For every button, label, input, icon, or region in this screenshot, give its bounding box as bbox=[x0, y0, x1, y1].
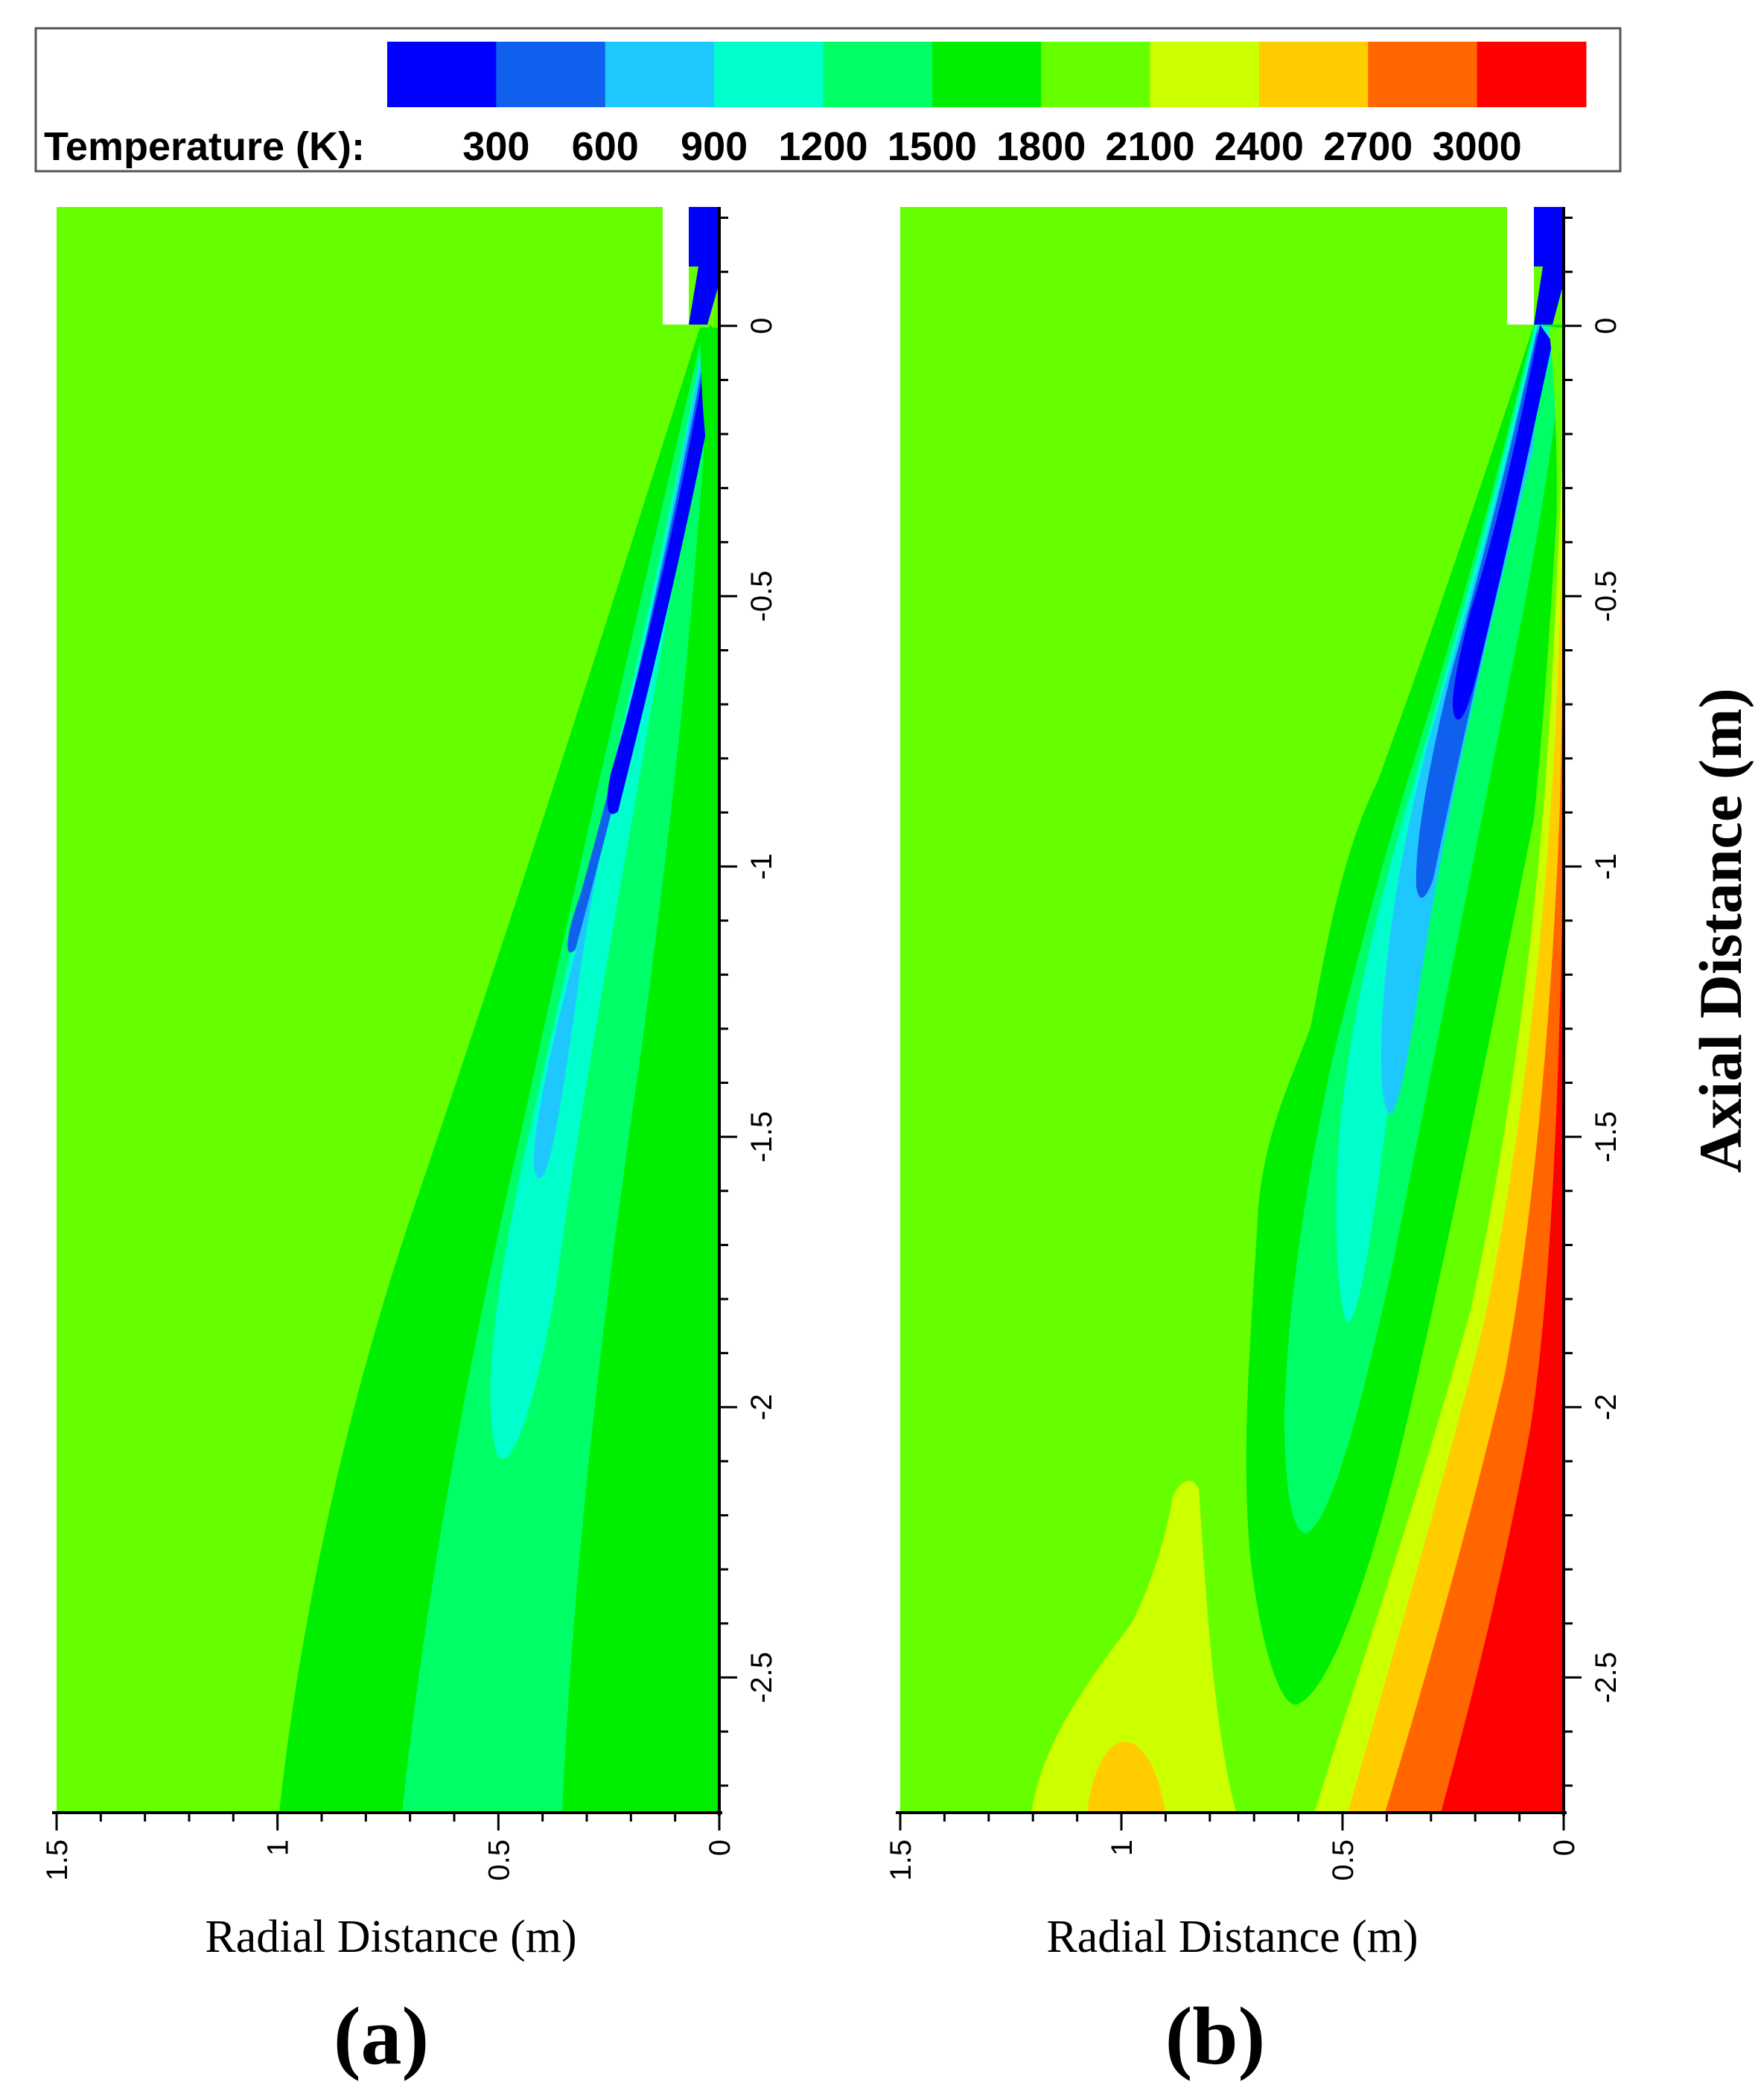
legend-tick-label: 1800 bbox=[996, 124, 1086, 169]
contour-field-b bbox=[900, 207, 1564, 1813]
legend-tick-label: 600 bbox=[572, 124, 639, 169]
contour-level-300-b bbox=[1453, 325, 1553, 720]
y-tick-label: -0.5 bbox=[1590, 570, 1623, 622]
legend-swatch bbox=[1150, 42, 1260, 107]
legend-tick-label: 300 bbox=[462, 124, 529, 169]
legend-swatch bbox=[1368, 42, 1478, 107]
legend-tick-label: 2100 bbox=[1105, 124, 1194, 169]
panel-a: 1.5 1 0.5 0 0 -0.5 -1 -1.5 -2 -2.5 Radial Distanc… bbox=[41, 207, 778, 2081]
legend-swatch bbox=[1477, 42, 1587, 107]
y-tick-label: -1 bbox=[745, 853, 778, 880]
y-tick-label: 0 bbox=[1590, 318, 1623, 334]
contour-level-300-a bbox=[607, 325, 715, 814]
y-tick-label: -1 bbox=[1590, 853, 1623, 880]
x-tick-label: 0 bbox=[1548, 1839, 1581, 1856]
x-axis-label-a: Radial Distance (m) bbox=[205, 1912, 576, 1962]
y-tick-label: -2 bbox=[745, 1394, 778, 1421]
legend-tick-label: 2400 bbox=[1214, 124, 1304, 169]
x-tick-label: 0.5 bbox=[483, 1839, 515, 1881]
contour-level-1800-a bbox=[279, 328, 719, 1813]
y-tick-label: -0.5 bbox=[745, 570, 778, 622]
contour-level-2700-b-left bbox=[1087, 1741, 1165, 1813]
y-tick-label: -2.5 bbox=[1590, 1652, 1623, 1703]
x-tick-label: 0.5 bbox=[1327, 1839, 1360, 1881]
legend-colorbar bbox=[387, 42, 1587, 107]
legend-swatch bbox=[714, 42, 824, 107]
x-axis-label-b: Radial Distance (m) bbox=[1046, 1912, 1418, 1962]
injector-nozzle-a bbox=[689, 267, 719, 325]
legend-swatch bbox=[387, 42, 497, 107]
x-tick-label: 1.5 bbox=[885, 1839, 917, 1881]
legend-tick-label: 1500 bbox=[888, 124, 977, 169]
x-tick-label: 0 bbox=[704, 1839, 736, 1856]
y-tick-label: -1.5 bbox=[1590, 1111, 1623, 1163]
y-tick-label: 0 bbox=[745, 318, 778, 334]
x-tick-label: 1 bbox=[262, 1839, 295, 1856]
y-tick-label: -2.5 bbox=[745, 1652, 778, 1703]
legend-swatch bbox=[496, 42, 606, 107]
y-tick-label: -2 bbox=[1590, 1394, 1623, 1421]
contour-level-900-a bbox=[534, 325, 707, 1178]
y-axis-label: Axial Distance (m) bbox=[1687, 688, 1754, 1172]
legend-swatch bbox=[1258, 42, 1369, 107]
injector-nozzle-b bbox=[1534, 267, 1564, 325]
contour-level-2400-b bbox=[1031, 1481, 1236, 1813]
contour-field-a bbox=[57, 207, 719, 1813]
injector-a bbox=[689, 207, 719, 267]
legend-swatch bbox=[605, 42, 715, 107]
contour-level-max-b-wall bbox=[1441, 819, 1564, 1813]
panel-label-b: (b) bbox=[1165, 1991, 1265, 2081]
panel-b: 1.5 1 0.5 0 0 -0.5 -1 -1.5 -2 -2.5 Radial Distanc… bbox=[885, 207, 1754, 2081]
axes-b: 1.5 1 0.5 0 0 -0.5 -1 -1.5 -2 -2.5 bbox=[885, 207, 1623, 1881]
legend-tick-label: 1200 bbox=[778, 124, 867, 169]
legend-swatch bbox=[932, 42, 1042, 107]
legend-tick-label: 900 bbox=[681, 124, 748, 169]
contour-level-600-a bbox=[567, 325, 710, 953]
legend-title: Temperature (K): bbox=[44, 124, 365, 169]
legend: Temperature (K): 300 600 900 1200 1500 1800 21… bbox=[34, 27, 1622, 173]
legend-tick-labels: 300 600 900 1200 1500 1800 2100 2400 2700 3000 bbox=[462, 124, 1521, 169]
legend-tick-label: 2700 bbox=[1323, 124, 1413, 169]
axes-a: 1.5 1 0.5 0 0 -0.5 -1 -1.5 -2 -2.5 bbox=[41, 207, 778, 1881]
y-tick-label: -1.5 bbox=[745, 1111, 778, 1163]
legend-swatch bbox=[823, 42, 933, 107]
x-tick-label: 1.5 bbox=[41, 1839, 74, 1881]
legend-swatch bbox=[1041, 42, 1151, 107]
panel-label-a: (a) bbox=[334, 1991, 429, 2081]
legend-tick-label: 3000 bbox=[1433, 124, 1522, 169]
contour-level-1800-a-edge bbox=[700, 328, 719, 514]
x-tick-label: 1 bbox=[1106, 1839, 1139, 1856]
injector-b bbox=[1534, 207, 1564, 267]
